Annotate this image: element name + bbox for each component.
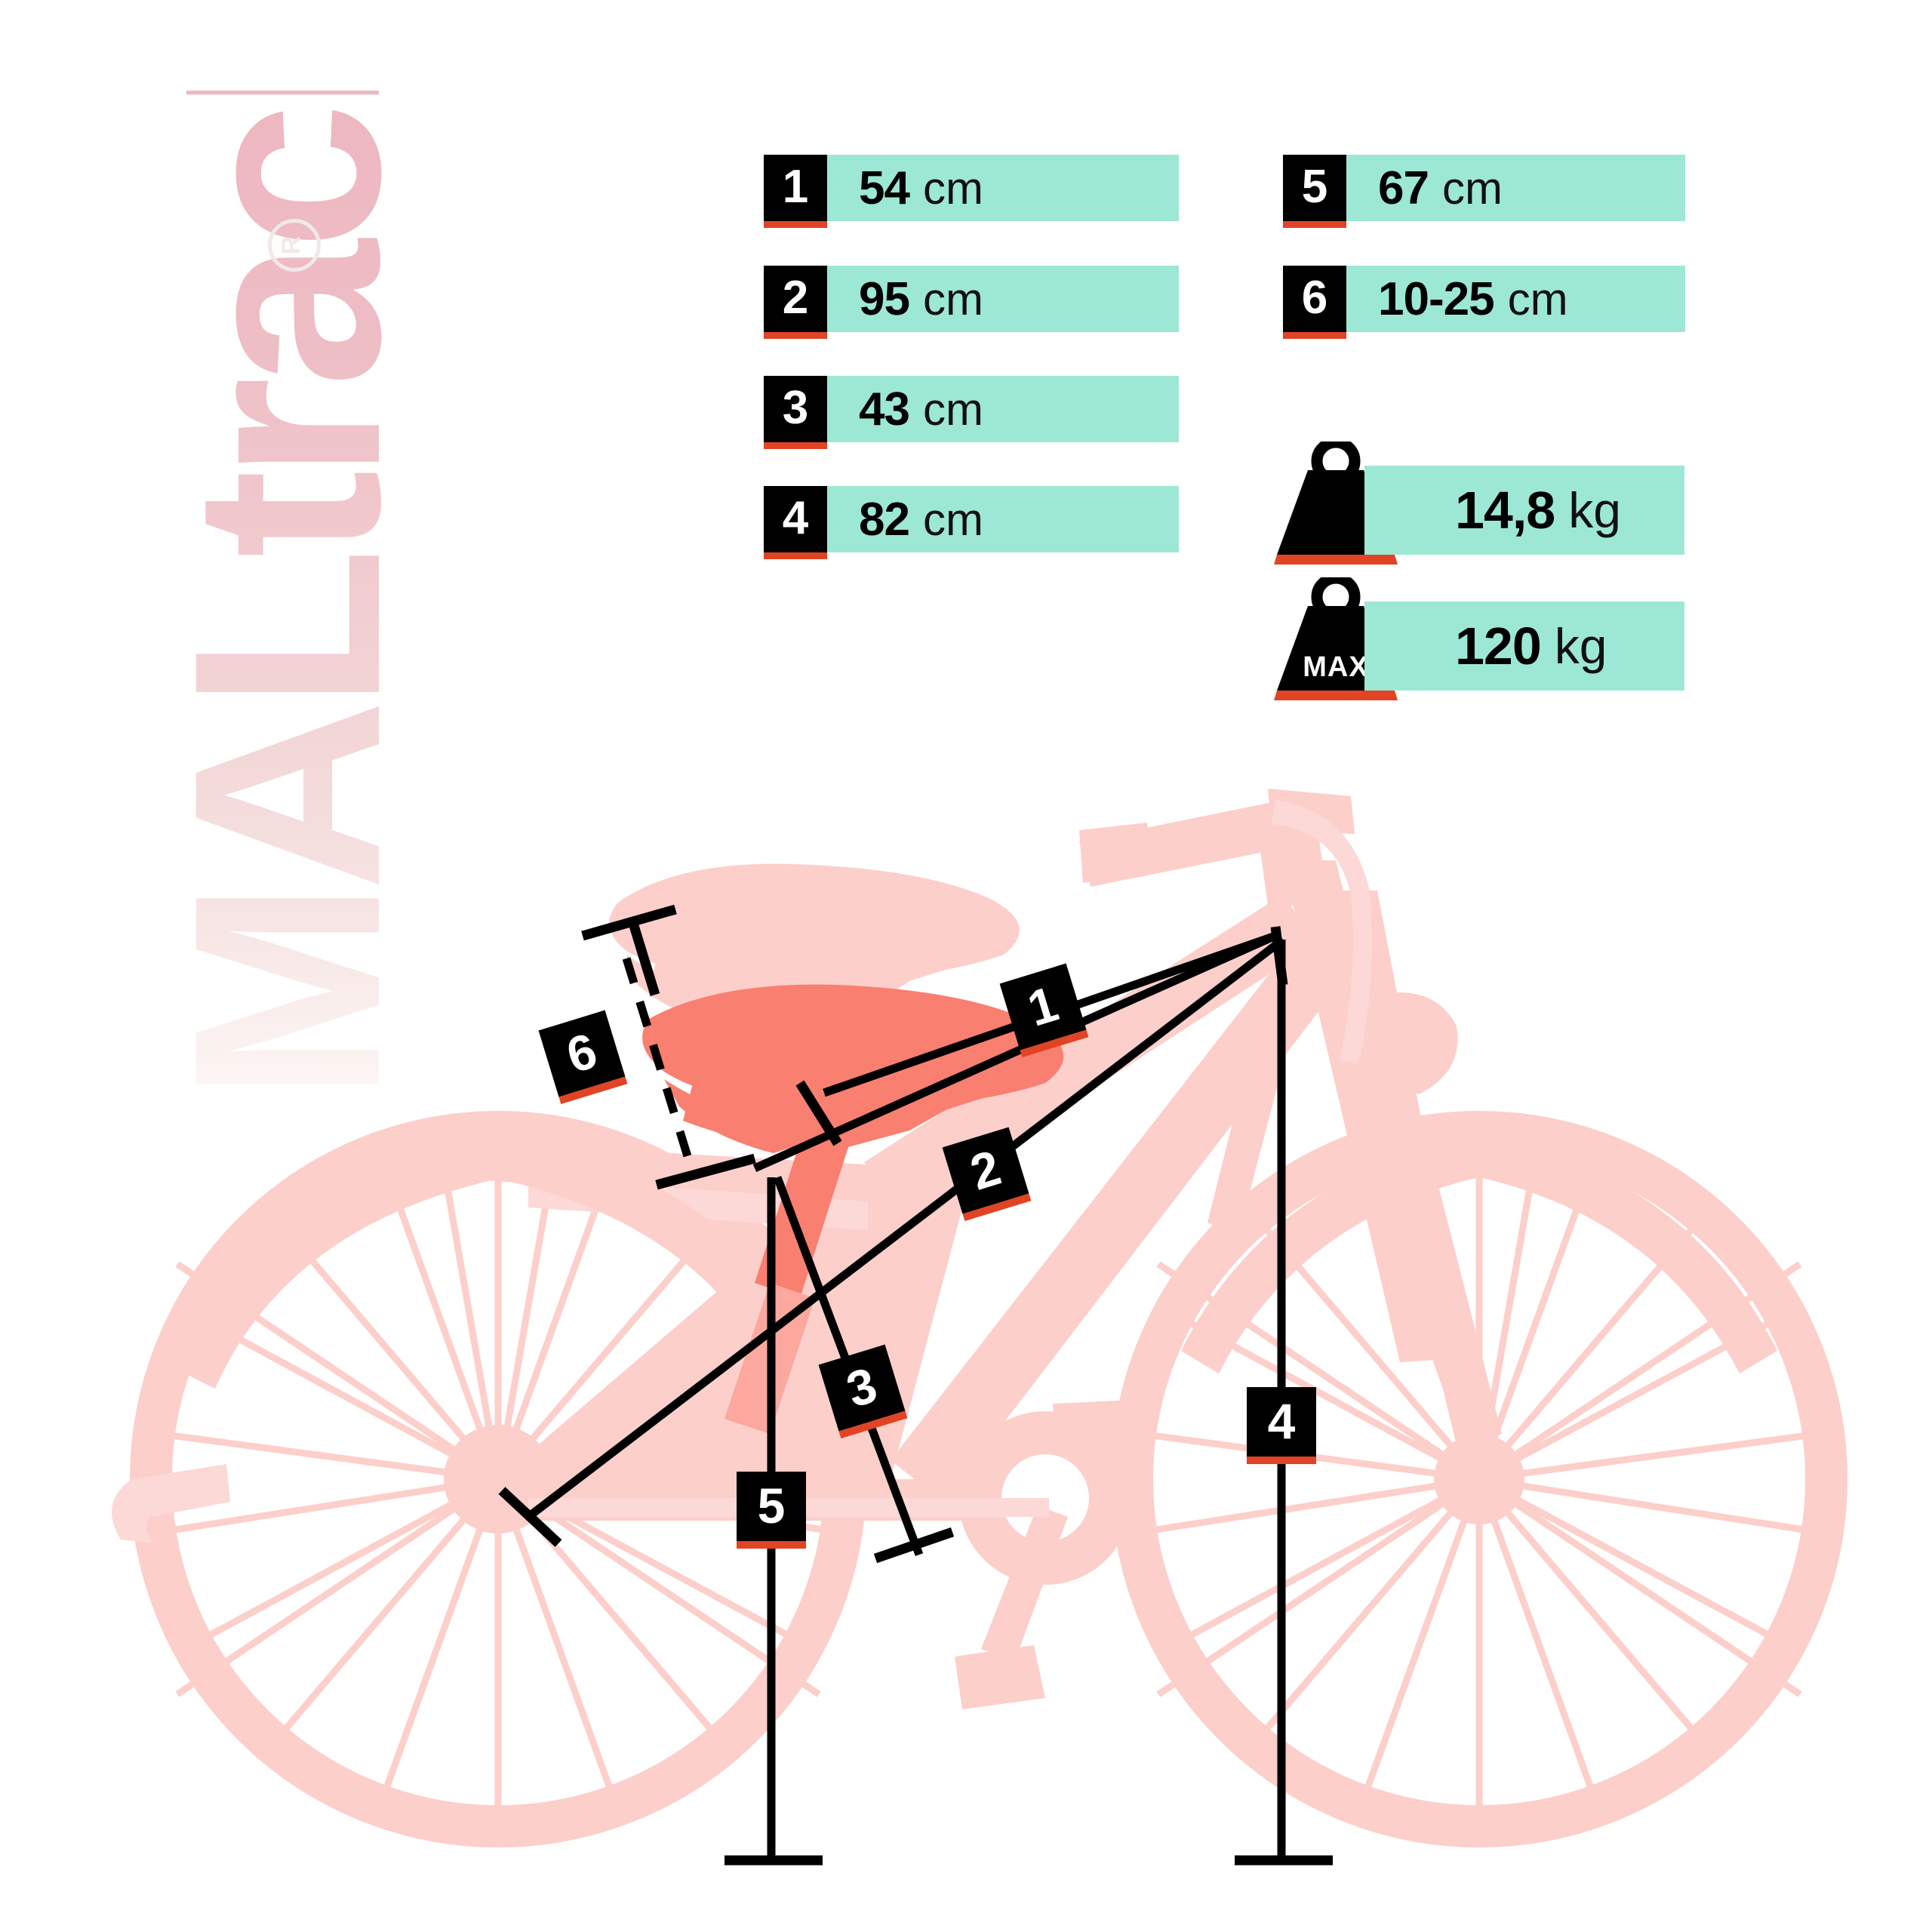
measure-line-2-long	[525, 936, 1286, 1521]
spec-badge-4: 4	[764, 486, 827, 559]
spec-row-5: 5 67 cm	[1283, 155, 1685, 228]
weight-unit: kg	[1568, 482, 1621, 538]
weight-max-unit: kg	[1554, 618, 1607, 674]
spec-unit-3: cm	[922, 383, 983, 435]
spec-value-5: 67	[1378, 162, 1429, 214]
spec-row-3: 3 43 cm	[764, 376, 1179, 449]
weight-max-value: 120	[1455, 617, 1542, 675]
spec-badge-6: 6	[1283, 266, 1346, 339]
spec-badge-1: 1	[764, 155, 827, 228]
weight-bar: 14,8 kg	[1364, 466, 1684, 555]
spec-row-6: 6 10-25 cm	[1283, 266, 1685, 339]
bicycle-silhouette	[112, 789, 1847, 1847]
spec-value-1: 54	[859, 162, 910, 214]
spec-bar-4: 82 cm	[827, 486, 1179, 552]
weight-value: 14,8	[1455, 481, 1555, 540]
callout-badge-4: 4	[1247, 1387, 1316, 1464]
spec-row-4: 4 82 cm	[764, 486, 1179, 559]
spec-bar-6: 10-25 cm	[1346, 266, 1685, 332]
spec-bar-2: 95 cm	[827, 266, 1179, 332]
weight-row: 14,8 kg	[1268, 441, 1690, 565]
spec-value-3: 43	[859, 383, 910, 435]
spec-unit-1: cm	[922, 162, 983, 214]
spec-row-2: 2 95 cm	[764, 266, 1179, 339]
spec-bar-5: 67 cm	[1346, 155, 1685, 221]
spec-badge-2: 2	[764, 266, 827, 339]
spec-unit-5: cm	[1441, 162, 1503, 214]
weight-max-bar: 120 kg	[1364, 601, 1684, 691]
registered-trademark-icon: R	[268, 219, 321, 272]
spec-bar-1: 54 cm	[827, 155, 1179, 221]
spec-badge-5: 5	[1283, 155, 1346, 228]
weight-max-row: MAX 120 kg	[1268, 577, 1690, 700]
brand-logo: MALtrack R	[106, 0, 468, 1102]
spec-value-4: 82	[859, 493, 910, 546]
measure-line-6-dashed	[622, 957, 695, 1168]
spec-value-2: 95	[859, 272, 910, 325]
callout-badge-5: 5	[737, 1472, 806, 1549]
weight-max-label: MAX	[1303, 651, 1369, 683]
spec-bar-3: 43 cm	[827, 376, 1179, 442]
spec-value-6: 10-25	[1378, 272, 1495, 325]
spec-row-1: 1 54 cm	[764, 155, 1179, 228]
spec-unit-4: cm	[922, 494, 983, 545]
spec-unit-6: cm	[1507, 273, 1568, 325]
spec-badge-3: 3	[764, 376, 827, 449]
spec-unit-2: cm	[922, 273, 983, 325]
measure-line-2	[752, 931, 1278, 1173]
